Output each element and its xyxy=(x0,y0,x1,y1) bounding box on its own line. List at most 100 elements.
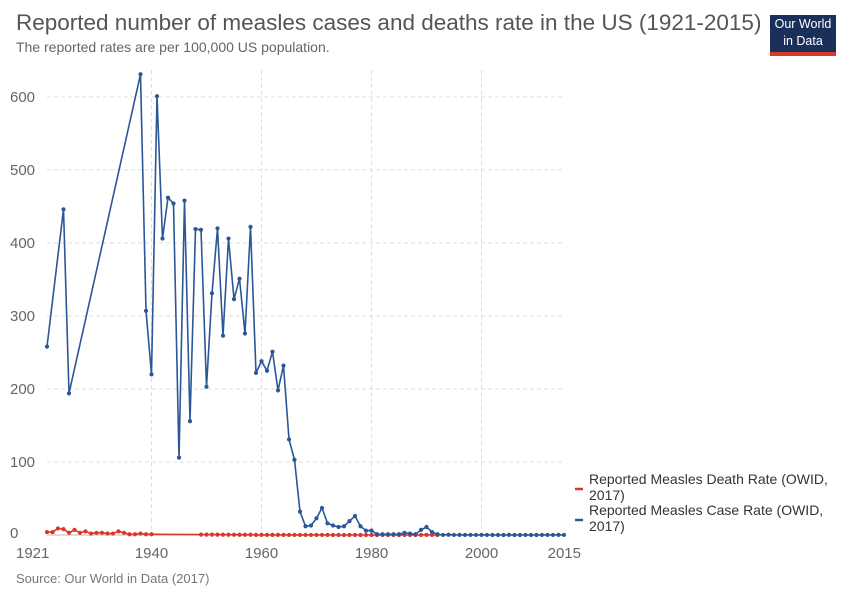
case-rate-point xyxy=(468,532,473,538)
y-tick-label: 600 xyxy=(10,89,35,106)
death-rate-point xyxy=(138,531,143,536)
case-rate-point xyxy=(281,363,286,368)
y-tick-label: 200 xyxy=(10,381,35,398)
case-rate-point xyxy=(138,72,143,77)
case-rate-point xyxy=(380,532,385,537)
case-rate-point xyxy=(61,207,66,212)
x-tick-label: 1960 xyxy=(245,545,278,562)
death-rate-point xyxy=(99,530,105,535)
death-rate-point xyxy=(270,532,275,537)
case-rate-point xyxy=(286,437,292,442)
death-rate-point xyxy=(281,532,286,537)
case-rate-point xyxy=(523,532,528,538)
death-rate-point xyxy=(121,530,127,535)
death-rate-point xyxy=(352,532,358,538)
death-rate-point xyxy=(275,532,281,537)
case-rate-point xyxy=(556,532,561,537)
case-rate-point xyxy=(226,236,231,241)
case-rate-point xyxy=(187,418,193,424)
death-rate-point xyxy=(231,532,237,537)
case-rate-point xyxy=(248,224,253,229)
case-rate-point xyxy=(413,532,418,537)
case-rate-point xyxy=(176,455,182,460)
chart-subtitle: The reported rates are per 100,000 US po… xyxy=(16,39,330,55)
death-rate-point xyxy=(149,532,154,537)
case-rate-point xyxy=(534,532,539,538)
legend-label: Reported Measles Death Rate (OWID, 2017) xyxy=(589,471,828,503)
case-rate-point xyxy=(204,384,209,389)
death-rate-point xyxy=(330,532,336,538)
case-rate-point xyxy=(341,524,347,529)
death-rate-point xyxy=(94,530,99,535)
case-rate-point xyxy=(297,509,303,514)
case-rate-point xyxy=(479,532,484,538)
death-rate-point xyxy=(347,532,352,538)
case-rate-point xyxy=(429,529,435,535)
case-rate-point xyxy=(253,370,259,376)
death-rate-point xyxy=(308,532,314,538)
case-rate-point xyxy=(391,532,396,537)
death-rate-point xyxy=(50,529,55,535)
case-rate-point xyxy=(363,528,369,533)
case-rate-point xyxy=(358,524,363,529)
case-rate-point xyxy=(446,532,451,537)
case-rate-point xyxy=(457,532,462,537)
y-tick-label: 100 xyxy=(10,454,35,471)
x-tick-label: 1921 xyxy=(16,545,49,562)
death-rate-point xyxy=(143,532,149,537)
source-note: Source: Our World in Data (2017) xyxy=(16,571,210,586)
case-rate-point xyxy=(385,532,391,537)
death-rate-point xyxy=(303,532,308,538)
case-rate-point xyxy=(149,372,154,377)
case-rate-point xyxy=(484,532,490,538)
x-tick-label: 1940 xyxy=(135,545,168,562)
death-rate-point xyxy=(105,531,110,536)
case-rate-point xyxy=(501,532,506,538)
case-rate-point xyxy=(330,523,336,528)
case-rate-point xyxy=(198,227,204,232)
owid-logo[interactable]: Our World in Data xyxy=(770,15,836,56)
case-rate-point xyxy=(539,532,545,538)
death-rate-point xyxy=(110,531,116,536)
death-rate-point xyxy=(341,532,347,538)
case-rate-point xyxy=(165,195,171,200)
case-rate-line xyxy=(46,74,564,536)
death-rate-point xyxy=(264,532,270,537)
case-rate-point xyxy=(506,532,512,537)
case-rate-point xyxy=(270,349,275,354)
case-rate-point xyxy=(473,532,479,538)
case-rate-point xyxy=(66,391,72,396)
death-rate-point xyxy=(248,532,253,537)
death-rate-point xyxy=(55,526,61,531)
case-rate-point xyxy=(545,532,550,538)
case-rate-point xyxy=(336,524,341,530)
death-rate-point xyxy=(44,529,50,535)
case-rate-point xyxy=(424,524,429,530)
case-rate-point xyxy=(396,532,402,537)
death-rate-point xyxy=(88,531,94,536)
case-rate-point xyxy=(512,532,517,538)
x-tick-label: 1980 xyxy=(355,545,388,562)
case-rate-point xyxy=(374,532,380,537)
case-rate-point xyxy=(264,368,270,373)
death-rate-point xyxy=(319,532,325,538)
death-rate-point xyxy=(253,532,259,537)
x-tick-label: 2015 xyxy=(548,545,581,562)
case-rate-point xyxy=(490,532,495,538)
case-rate-point xyxy=(402,530,407,535)
case-rate-point xyxy=(418,527,424,532)
y-tick-label: 300 xyxy=(10,308,35,325)
death-rate-point xyxy=(314,532,319,538)
case-rate-point xyxy=(435,532,440,537)
death-rate-point xyxy=(72,527,77,532)
case-rate-point xyxy=(143,308,149,313)
case-rate-point xyxy=(550,532,556,538)
case-rate-point xyxy=(292,457,297,462)
y-tick-label: 0 xyxy=(10,525,18,542)
case-rate-point xyxy=(308,523,314,528)
logo-line-1: Our World xyxy=(774,17,832,31)
case-rate-point xyxy=(369,528,374,533)
death-rate-point xyxy=(209,532,215,537)
case-rate-point xyxy=(528,532,534,538)
case-rate-point xyxy=(517,532,523,538)
